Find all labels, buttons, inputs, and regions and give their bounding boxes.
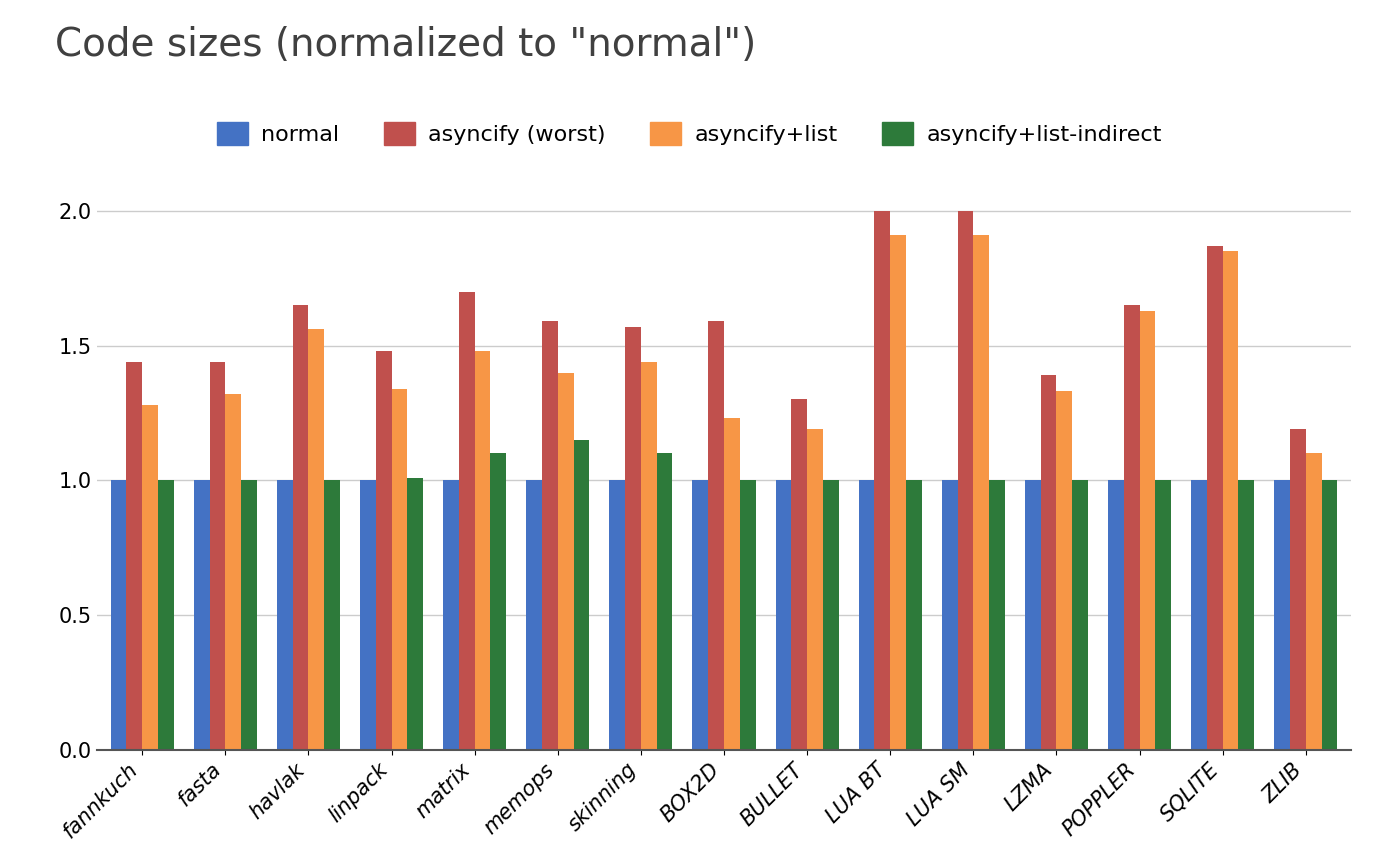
Bar — [459, 291, 474, 750]
Bar — [891, 235, 906, 750]
Bar — [491, 453, 506, 750]
Bar — [942, 481, 957, 750]
Bar — [906, 481, 921, 750]
Bar — [957, 210, 974, 750]
Bar — [1274, 481, 1289, 750]
Bar — [574, 440, 589, 750]
Bar — [360, 481, 375, 750]
Bar — [625, 326, 641, 750]
Bar — [1306, 453, 1321, 750]
Bar — [823, 481, 838, 750]
Bar — [443, 481, 459, 750]
Bar — [142, 405, 159, 750]
Bar — [656, 453, 673, 750]
Bar — [989, 481, 1005, 750]
Bar — [1223, 251, 1238, 750]
Bar — [709, 321, 724, 750]
Bar — [724, 418, 739, 750]
Bar — [309, 330, 324, 750]
Bar — [1156, 481, 1171, 750]
Bar — [110, 481, 127, 750]
Bar — [210, 362, 225, 750]
Bar — [527, 481, 542, 750]
Bar — [859, 481, 874, 750]
Bar — [241, 481, 256, 750]
Bar — [974, 235, 989, 750]
Bar — [292, 305, 309, 750]
Bar — [375, 351, 392, 750]
Bar — [1025, 481, 1041, 750]
Bar — [1056, 391, 1073, 750]
Bar — [792, 400, 807, 750]
Bar — [874, 210, 891, 750]
Bar — [194, 481, 210, 750]
Bar — [1321, 481, 1338, 750]
Text: Code sizes (normalized to "normal"): Code sizes (normalized to "normal") — [55, 26, 757, 64]
Bar — [474, 351, 491, 750]
Bar — [1191, 481, 1207, 750]
Bar — [1289, 429, 1306, 750]
Bar — [1238, 481, 1254, 750]
Bar — [692, 481, 709, 750]
Bar — [392, 389, 407, 750]
Bar — [159, 481, 174, 750]
Bar — [1207, 246, 1223, 750]
Bar — [407, 478, 423, 750]
Bar — [542, 321, 557, 750]
Bar — [1073, 481, 1088, 750]
Bar — [277, 481, 292, 750]
Bar — [127, 362, 142, 750]
Bar — [775, 481, 792, 750]
Bar — [739, 481, 756, 750]
Bar — [610, 481, 625, 750]
Legend: normal, asyncify (worst), asyncify+list, asyncify+list-indirect: normal, asyncify (worst), asyncify+list,… — [208, 113, 1171, 154]
Bar — [1139, 310, 1156, 750]
Bar — [225, 394, 241, 750]
Bar — [641, 362, 656, 750]
Bar — [557, 372, 574, 750]
Bar — [1124, 305, 1139, 750]
Bar — [807, 429, 823, 750]
Bar — [1041, 375, 1056, 750]
Bar — [1107, 481, 1124, 750]
Bar — [324, 481, 341, 750]
